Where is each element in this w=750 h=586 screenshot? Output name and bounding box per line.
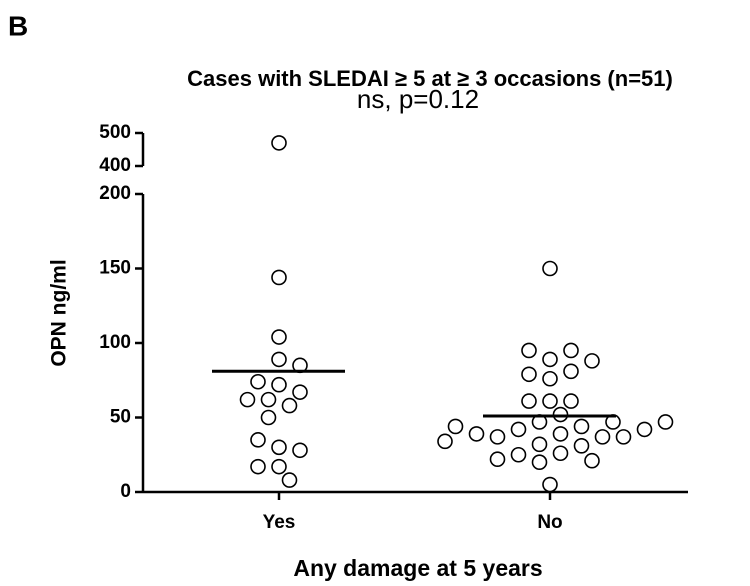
data-point [542,260,558,277]
data-point [250,432,266,448]
y-tick-label: 150 [99,258,131,279]
data-point [468,426,485,442]
data-point [271,351,287,368]
y-axis-label: OPN ng/ml [48,259,71,366]
data-point [552,445,569,462]
data-point [542,476,558,493]
x-tick-label: No [537,512,562,533]
data-point [281,472,298,488]
data-point [521,342,537,359]
data-point [510,446,527,463]
data-point [542,393,558,409]
y-tick-label: 50 [110,407,131,428]
data-point [563,342,579,359]
data-point [594,429,611,445]
data-point [447,418,464,435]
data-point [489,451,506,468]
data-point [584,353,600,369]
y-tick-label: 400 [99,155,131,176]
data-point [292,442,308,459]
data-point [260,409,277,426]
data-point [573,418,590,435]
panel-label: B [8,10,28,41]
data-point [521,393,537,409]
data-point [510,421,527,438]
data-point [239,391,256,408]
data-point [271,458,287,475]
data-point [552,426,569,442]
data-point [657,414,674,430]
x-tick-label: Yes [263,512,296,533]
data-point [531,436,548,453]
chart-title: Cases with SLEDAI ≥ 5 at ≥ 3 occasions (… [187,66,673,91]
data-point [573,438,590,454]
data-point [542,370,558,387]
data-point [271,269,287,286]
data-point [521,366,537,383]
data-point [563,393,579,409]
data-point [260,391,277,408]
data-point [489,429,506,445]
data-point [250,373,266,390]
data-point [584,452,600,469]
data-point [250,458,266,475]
y-tick-label: 500 [99,122,131,143]
data-point [271,376,287,393]
data-point [531,454,548,471]
data-point [281,397,298,414]
x-axis-label: Any damage at 5 years [293,555,542,581]
data-point [636,421,653,438]
data-point [271,329,287,345]
data-point [271,135,287,151]
data-point [271,439,287,456]
annotation: ns, p=0.12 [357,84,479,114]
y-tick-label: 200 [99,183,131,204]
data-point [542,351,558,368]
data-point [563,363,579,380]
data-point [615,429,632,445]
y-tick-label: 100 [99,332,131,353]
y-tick-label: 0 [120,481,131,502]
data-point [437,433,453,450]
data-point [292,384,308,400]
